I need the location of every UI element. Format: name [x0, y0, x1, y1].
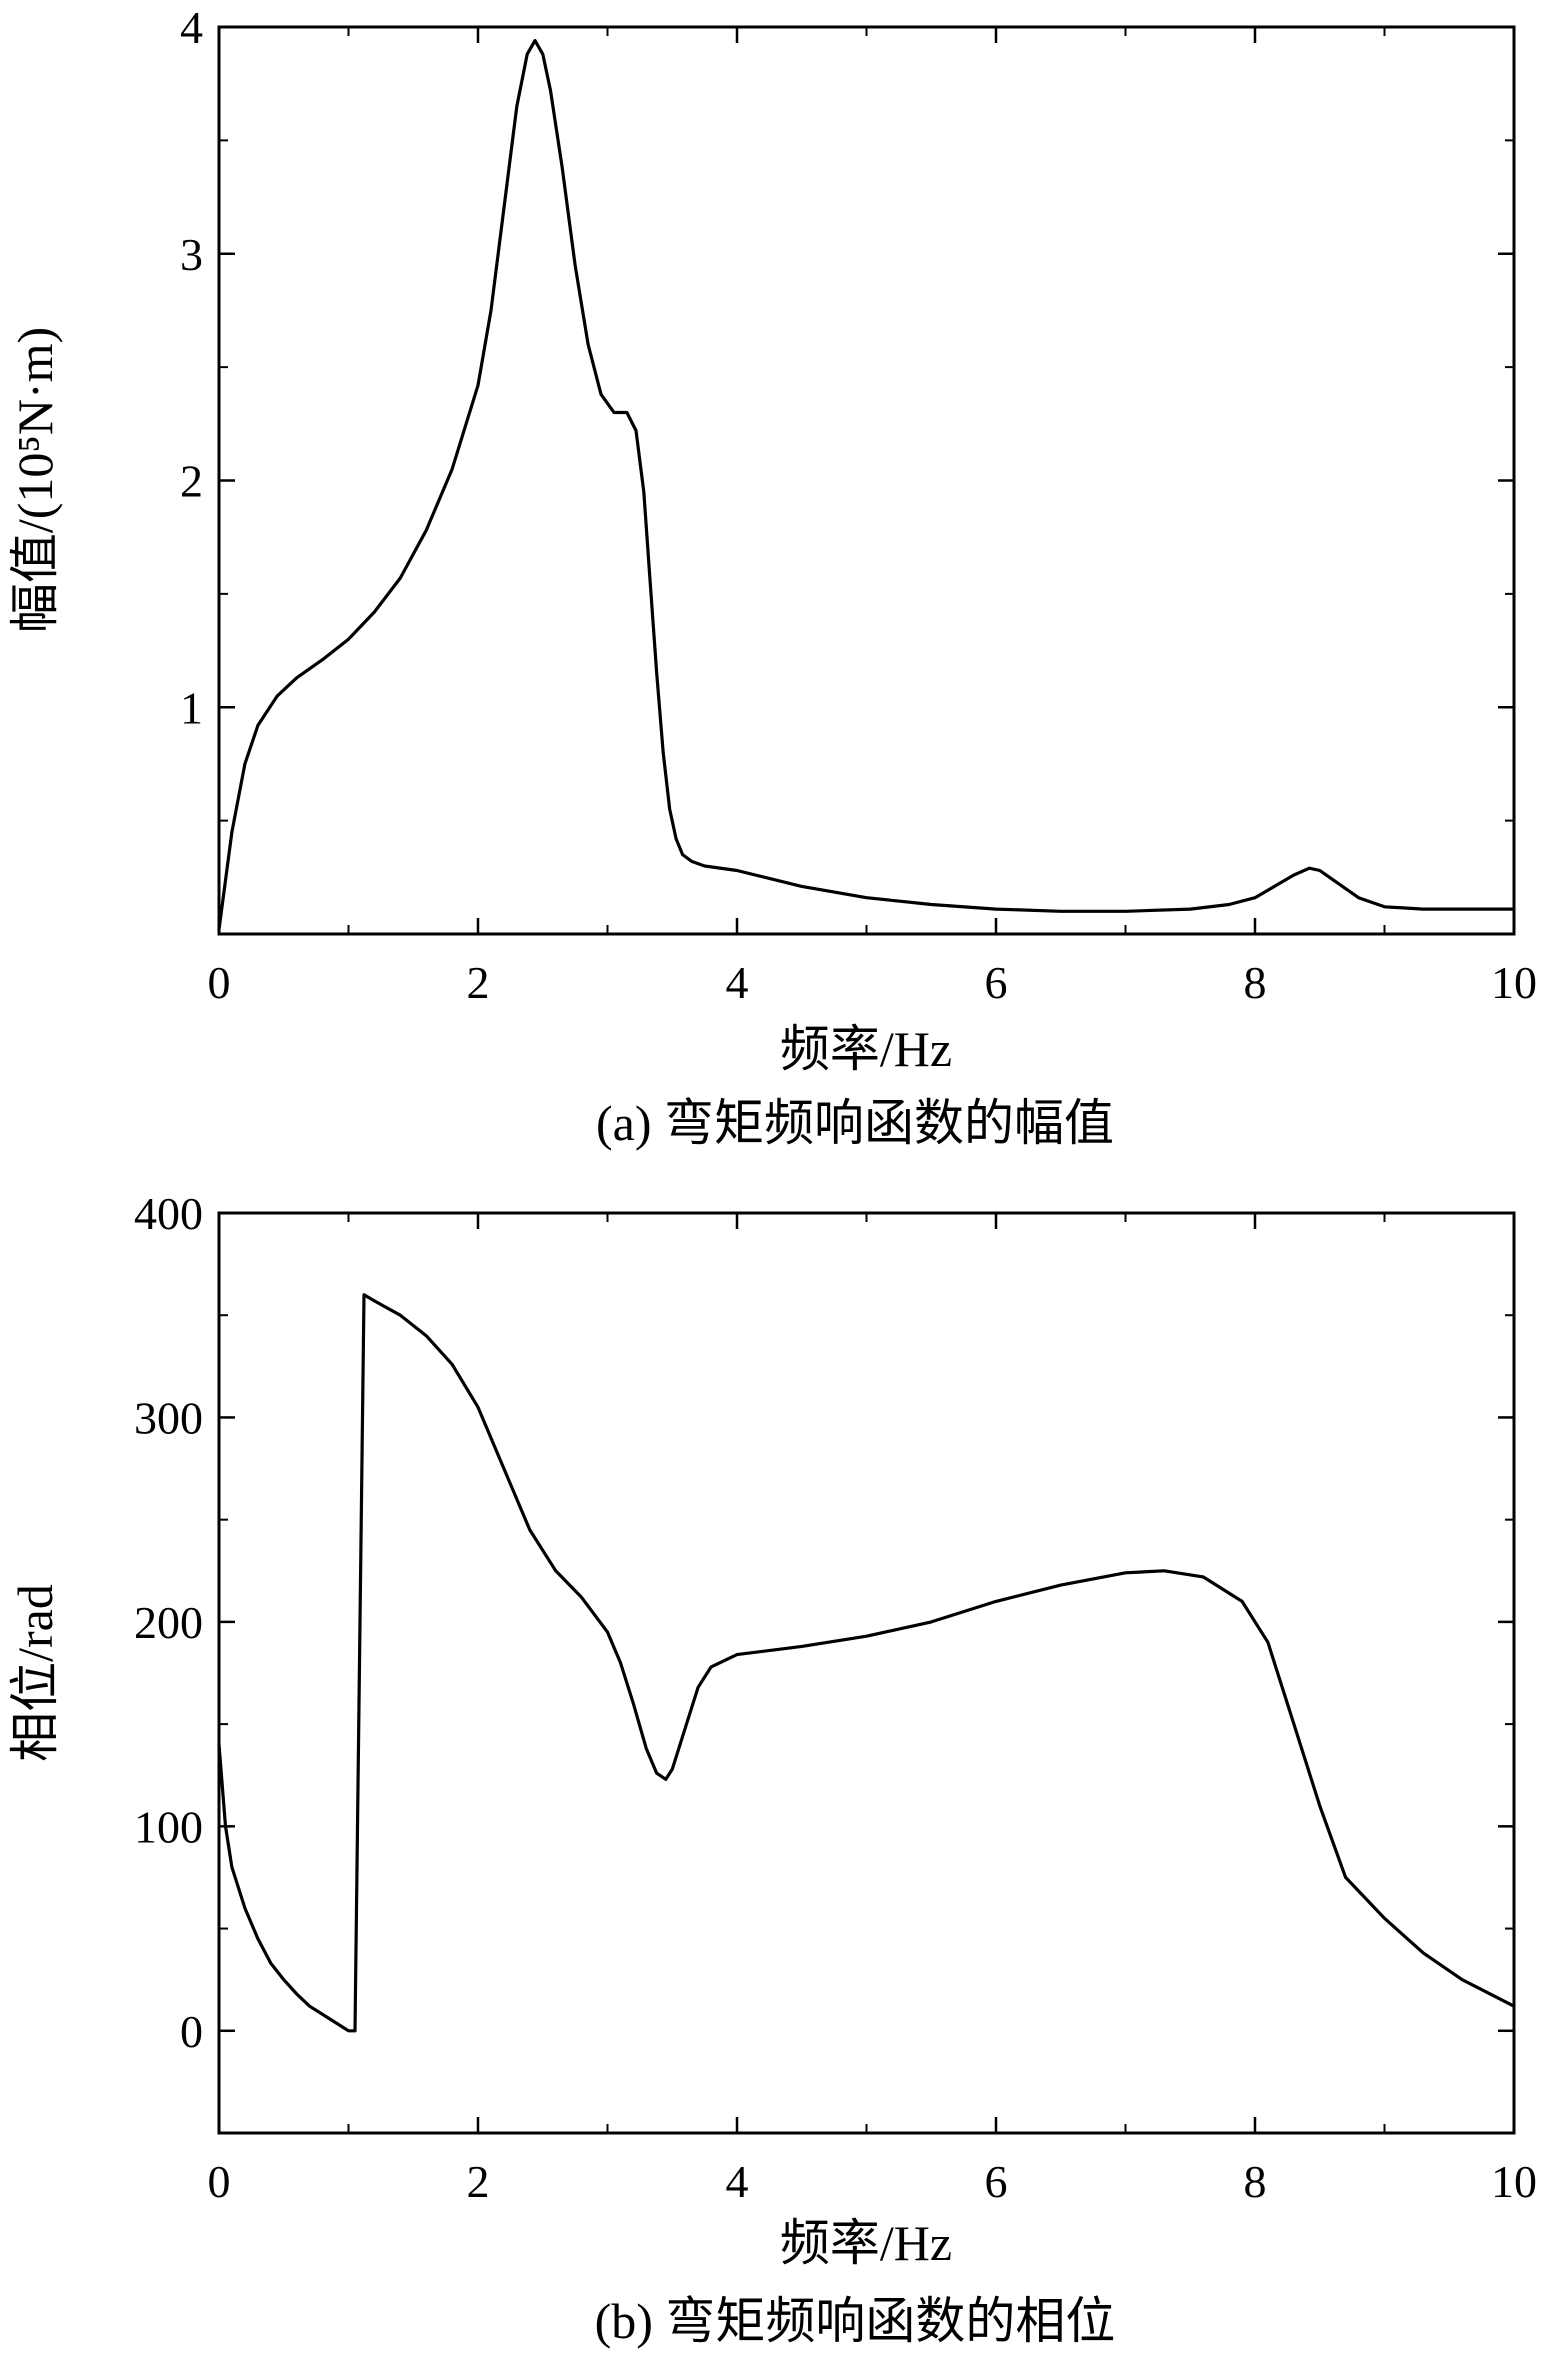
x-axis-title-a: 频率/Hz: [780, 1021, 952, 1077]
series-line: [217, 38, 1516, 932]
y-tick-label: 300: [134, 1392, 203, 1443]
y-tick-label: 2: [180, 456, 203, 507]
x-axis-title-b: 频率/Hz: [780, 2215, 952, 2271]
y-tick-label: 400: [134, 1188, 203, 1239]
x-tick-label: 4: [726, 2156, 749, 2207]
y-tick-label: 3: [180, 229, 203, 280]
series-lines-b: [217, 1293, 1516, 2033]
x-tick-label: 0: [208, 957, 231, 1008]
x-tick-label: 10: [1491, 957, 1537, 1008]
x-tick-label: 8: [1244, 957, 1267, 1008]
x-tick-label: 10: [1491, 2156, 1537, 2207]
caption-b: (b) 弯矩频响函数的相位: [595, 2293, 1116, 2349]
x-tick-label: 8: [1244, 2156, 1267, 2207]
y-axis-title-a: 幅值/(10⁵N·m): [7, 327, 63, 633]
y-tick-label: 100: [134, 1801, 203, 1852]
plot-frame-a: [217, 25, 1516, 936]
series-line: [217, 1293, 1516, 2033]
x-tick-label: 2: [467, 2156, 490, 2207]
x-tick-label: 0: [208, 2156, 231, 2207]
caption-a: (a) 弯矩频响函数的幅值: [596, 1095, 1114, 1151]
x-tick-label: 2: [467, 957, 490, 1008]
y-tick-label: 4: [180, 2, 203, 53]
x-tick-label: 4: [726, 957, 749, 1008]
y-tick-label: 200: [134, 1597, 203, 1648]
plot-frame-b: [217, 1211, 1516, 2135]
series-lines-a: [217, 38, 1516, 932]
x-tick-label: 6: [985, 2156, 1008, 2207]
y-tick-label: 0: [180, 2006, 203, 2057]
x-tick-label: 6: [985, 957, 1008, 1008]
y-axis-title-b: 相位/rad: [7, 1584, 63, 1762]
y-tick-label: 1: [180, 682, 203, 733]
